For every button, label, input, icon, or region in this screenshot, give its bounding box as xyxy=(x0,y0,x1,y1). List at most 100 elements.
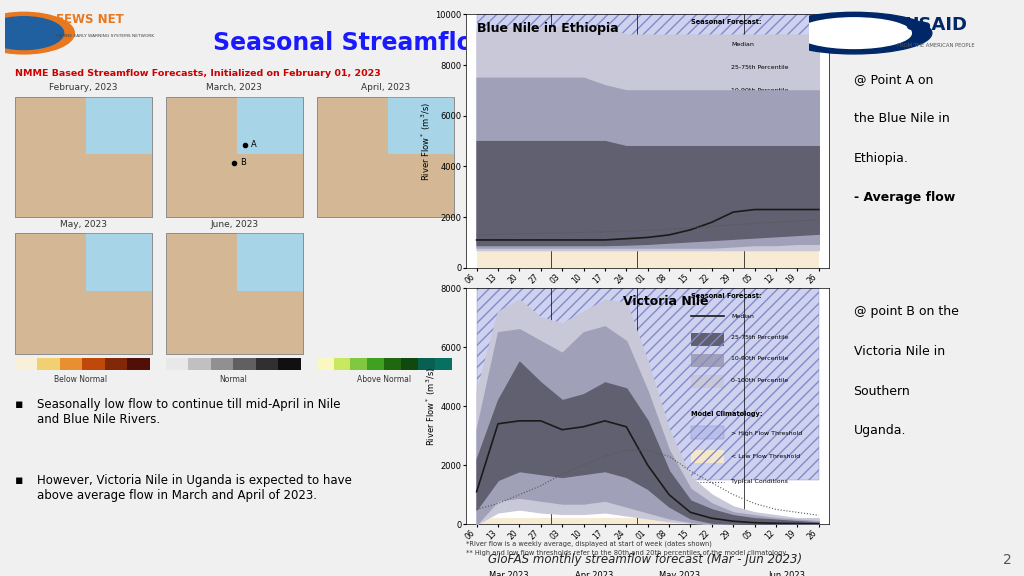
Text: Above Normal: Above Normal xyxy=(357,374,412,384)
Bar xyxy=(166,97,303,217)
Text: *River flow is a weekly average, displayed at start of week (dates shown): *River flow is a weekly average, display… xyxy=(466,540,712,547)
Bar xyxy=(691,188,724,202)
Circle shape xyxy=(0,12,75,54)
Bar xyxy=(211,358,233,370)
Bar xyxy=(384,358,401,370)
Bar xyxy=(691,333,724,346)
Bar xyxy=(401,358,418,370)
Bar xyxy=(14,233,153,354)
Text: - Average flow: - Average flow xyxy=(853,191,954,204)
Text: Seasonal Forecast:: Seasonal Forecast: xyxy=(691,20,762,25)
Text: GloFAS monthly streamflow forecast (Mar - Jun 2023): GloFAS monthly streamflow forecast (Mar … xyxy=(488,552,802,566)
Bar xyxy=(256,358,279,370)
Text: ▪: ▪ xyxy=(14,474,24,487)
Text: 2: 2 xyxy=(1002,554,1012,567)
Bar xyxy=(691,63,724,77)
Text: Seasonal Streamflow Forecast: Seasonal Streamflow Forecast xyxy=(213,31,617,55)
Bar xyxy=(691,354,724,367)
Bar xyxy=(334,358,350,370)
Text: Model Climatology:: Model Climatology: xyxy=(691,146,763,152)
Text: Typical Conditions: Typical Conditions xyxy=(731,479,788,484)
Bar xyxy=(691,108,724,122)
Bar xyxy=(166,97,303,217)
Text: FAMINE EARLY WARNING SYSTEMS NETWORK: FAMINE EARLY WARNING SYSTEMS NETWORK xyxy=(55,35,154,39)
Bar xyxy=(188,358,211,370)
Circle shape xyxy=(776,12,932,54)
Text: Mar 2023: Mar 2023 xyxy=(488,319,528,328)
Text: May 2023: May 2023 xyxy=(659,319,700,328)
Text: NMME Based Streamflow Forecasts, Initialized on February 01, 2023: NMME Based Streamflow Forecasts, Initial… xyxy=(14,69,381,78)
Bar xyxy=(127,358,150,370)
Bar xyxy=(166,358,188,370)
Text: < Low Flow Threshold: < Low Flow Threshold xyxy=(731,193,801,198)
Text: USAID: USAID xyxy=(904,16,968,34)
Text: March, 2023: March, 2023 xyxy=(207,84,262,92)
Text: 25-75th Percentile: 25-75th Percentile xyxy=(731,335,788,340)
Bar xyxy=(166,233,303,354)
Text: FROM THE AMERICAN PEOPLE: FROM THE AMERICAN PEOPLE xyxy=(897,43,975,48)
Text: Normal: Normal xyxy=(219,374,247,384)
Text: Below Normal: Below Normal xyxy=(53,374,106,384)
Circle shape xyxy=(0,17,63,50)
Circle shape xyxy=(797,18,911,48)
Bar xyxy=(59,358,82,370)
Text: ** High and low flow thresholds refer to the 80th and 20th percentiles of the mo: ** High and low flow thresholds refer to… xyxy=(466,550,786,555)
Text: However, Victoria Nile in Uganda is expected to have
above average flow in March: However, Victoria Nile in Uganda is expe… xyxy=(37,474,352,502)
Text: Median: Median xyxy=(731,314,754,319)
Bar xyxy=(435,358,452,370)
Bar xyxy=(104,358,127,370)
Text: February, 2023: February, 2023 xyxy=(49,84,118,92)
Text: Victoria Nile: Victoria Nile xyxy=(624,295,709,308)
Text: 10-90th Percentile: 10-90th Percentile xyxy=(731,88,788,93)
Bar xyxy=(279,358,301,370)
Bar xyxy=(82,358,104,370)
Bar xyxy=(14,358,37,370)
Bar xyxy=(691,426,724,439)
Text: Apr 2023: Apr 2023 xyxy=(575,571,613,576)
Bar xyxy=(691,376,724,388)
Text: 25-75th Percentile: 25-75th Percentile xyxy=(731,65,788,70)
Text: Median: Median xyxy=(731,42,754,47)
Bar xyxy=(691,450,724,463)
Bar xyxy=(14,233,153,354)
Text: @ point B on the: @ point B on the xyxy=(853,305,958,319)
Bar xyxy=(166,233,303,354)
Text: Typical Conditions: Typical Conditions xyxy=(731,219,788,225)
Text: Ethiopia.: Ethiopia. xyxy=(853,152,908,165)
Text: Seasonal Forecast:: Seasonal Forecast: xyxy=(691,293,762,299)
Text: Uganda.: Uganda. xyxy=(853,425,906,437)
Bar xyxy=(691,85,724,99)
Text: > High Flow Threshold: > High Flow Threshold xyxy=(731,431,803,435)
Text: B: B xyxy=(240,158,246,168)
Bar xyxy=(350,358,368,370)
Text: 0-100th Percentile: 0-100th Percentile xyxy=(731,111,788,116)
Text: the Blue Nile in: the Blue Nile in xyxy=(853,112,949,125)
Bar xyxy=(86,97,153,154)
Bar xyxy=(316,97,454,217)
Text: Southern: Southern xyxy=(853,385,910,397)
Text: < Low Flow Threshold: < Low Flow Threshold xyxy=(731,454,801,459)
Text: A: A xyxy=(251,141,257,149)
Text: Blue Nile in Ethiopia: Blue Nile in Ethiopia xyxy=(477,22,618,35)
Text: Model Climatology:: Model Climatology: xyxy=(691,411,763,417)
Bar xyxy=(691,162,724,177)
Text: ▪: ▪ xyxy=(14,397,24,411)
Text: 0-100th Percentile: 0-100th Percentile xyxy=(731,378,788,382)
Text: Mar 2023: Mar 2023 xyxy=(488,571,528,576)
Bar xyxy=(238,233,303,291)
Bar xyxy=(316,97,454,217)
Bar xyxy=(388,97,454,154)
Bar xyxy=(316,358,334,370)
Bar xyxy=(14,97,153,217)
Text: June, 2023: June, 2023 xyxy=(210,220,258,229)
Text: May 2023: May 2023 xyxy=(659,571,700,576)
Text: 10-90th Percentile: 10-90th Percentile xyxy=(731,357,788,361)
Text: @ Point A on: @ Point A on xyxy=(853,73,933,86)
Bar xyxy=(368,358,384,370)
Y-axis label: River Flow$^*$ (m$^3$/s): River Flow$^*$ (m$^3$/s) xyxy=(425,366,438,446)
Text: April, 2023: April, 2023 xyxy=(360,84,410,92)
Bar xyxy=(233,358,256,370)
Text: FEWS NET: FEWS NET xyxy=(55,13,124,26)
Text: Jun 2023: Jun 2023 xyxy=(768,571,805,576)
Bar xyxy=(418,358,435,370)
